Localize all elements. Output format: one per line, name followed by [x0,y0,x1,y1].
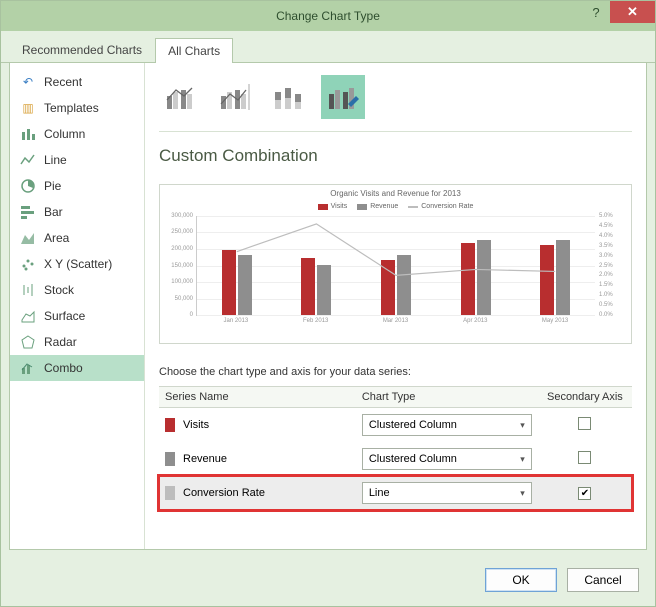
sidebar-item-templates[interactable]: ▥ Templates [10,95,144,121]
bar-chart-icon [20,204,36,220]
series-row: Revenue Clustered Column▾ [159,442,632,476]
line-chart-icon [20,152,36,168]
combo-subtype-2[interactable] [213,75,257,119]
sidebar-item-label: Templates [44,101,99,115]
combo-chart-icon [20,360,36,376]
sidebar-item-combo[interactable]: Combo [10,355,144,381]
series-table: Series Name Chart Type Secondary Axis Vi… [159,386,632,510]
chart-title: Organic Visits and Revenue for 2013 [160,189,631,198]
sidebar-item-label: Column [44,127,85,141]
surface-chart-icon [20,308,36,324]
pie-chart-icon [20,178,36,194]
stock-chart-icon [20,282,36,298]
series-name: Visits [183,419,209,431]
area-chart-icon [20,230,36,246]
series-row: Conversion Rate Line▾ ✔ [159,476,632,510]
sidebar-item-radar[interactable]: Radar [10,329,144,355]
ok-button[interactable]: OK [485,568,557,592]
col-secondary-axis: Secondary Axis [538,387,632,408]
chart-preview: Organic Visits and Revenue for 2013 Visi… [159,184,632,344]
sidebar-item-label: Combo [44,361,83,375]
chart-type-dropdown[interactable]: Line▾ [362,482,532,504]
series-instruction: Choose the chart type and axis for your … [145,360,646,384]
section-title: Custom Combination [145,132,646,176]
chevron-down-icon: ▾ [520,454,525,465]
sidebar-item-stock[interactable]: Stock [10,277,144,303]
sidebar-item-recent[interactable]: ↶ Recent [10,69,144,95]
sidebar-item-label: Bar [44,205,63,219]
sidebar-item-scatter[interactable]: X Y (Scatter) [10,251,144,277]
sidebar-item-label: Surface [44,309,85,323]
tab-recommended[interactable]: Recommended Charts [9,37,155,62]
dialog-footer: OK Cancel [1,558,655,606]
chart-type-dropdown[interactable]: Clustered Column▾ [362,448,532,470]
series-swatch-icon [165,452,175,466]
cancel-button[interactable]: Cancel [567,568,639,592]
series-row: Visits Clustered Column▾ [159,408,632,443]
sidebar-item-column[interactable]: Column [10,121,144,147]
sidebar-item-surface[interactable]: Surface [10,303,144,329]
sidebar-item-label: Line [44,153,67,167]
close-button[interactable]: ✕ [610,1,655,23]
series-swatch-icon [165,418,175,432]
chart-type-dropdown[interactable]: Clustered Column▾ [362,414,532,436]
tabstrip: Recommended Charts All Charts [1,31,655,63]
sidebar-item-label: Pie [44,179,61,193]
series-name: Revenue [183,453,227,465]
sidebar-item-area[interactable]: Area [10,225,144,251]
sidebar-item-label: X Y (Scatter) [44,257,112,271]
secondary-axis-checkbox[interactable]: ✔ [578,487,591,500]
col-chart-type: Chart Type [356,387,538,408]
sidebar-item-label: Recent [44,75,82,89]
change-chart-type-dialog: Change Chart Type ? ✕ Recommended Charts… [0,0,656,607]
sidebar-item-line[interactable]: Line [10,147,144,173]
chevron-down-icon: ▾ [520,488,525,499]
sidebar-item-pie[interactable]: Pie [10,173,144,199]
combo-subtype-3[interactable] [267,75,311,119]
sidebar-item-label: Radar [44,335,77,349]
secondary-axis-checkbox[interactable] [578,451,591,464]
chart-legend: Visits Revenue Conversion Rate [160,203,631,210]
titlebar: Change Chart Type ? ✕ [1,1,655,31]
help-button[interactable]: ? [582,1,610,23]
radar-chart-icon [20,334,36,350]
series-name: Conversion Rate [183,487,265,499]
combo-subtype-1[interactable] [159,75,203,119]
scatter-chart-icon [20,256,36,272]
folder-icon: ▥ [20,100,36,116]
chart-type-sidebar: ↶ Recent ▥ Templates Column Line Pie B [10,63,145,549]
sidebar-item-label: Stock [44,283,74,297]
combo-subtype-custom[interactable] [321,75,365,119]
series-swatch-icon [165,486,175,500]
window-title: Change Chart Type [276,9,380,23]
sidebar-item-label: Area [44,231,69,245]
chevron-down-icon: ▾ [520,420,525,431]
column-chart-icon [20,126,36,142]
main-panel: Custom Combination Organic Visits and Re… [145,63,646,549]
combo-subtype-row [145,63,646,131]
undo-icon: ↶ [20,74,36,90]
tab-all-charts[interactable]: All Charts [155,38,233,63]
sidebar-item-bar[interactable]: Bar [10,199,144,225]
col-series-name: Series Name [159,387,356,408]
secondary-axis-checkbox[interactable] [578,417,591,430]
